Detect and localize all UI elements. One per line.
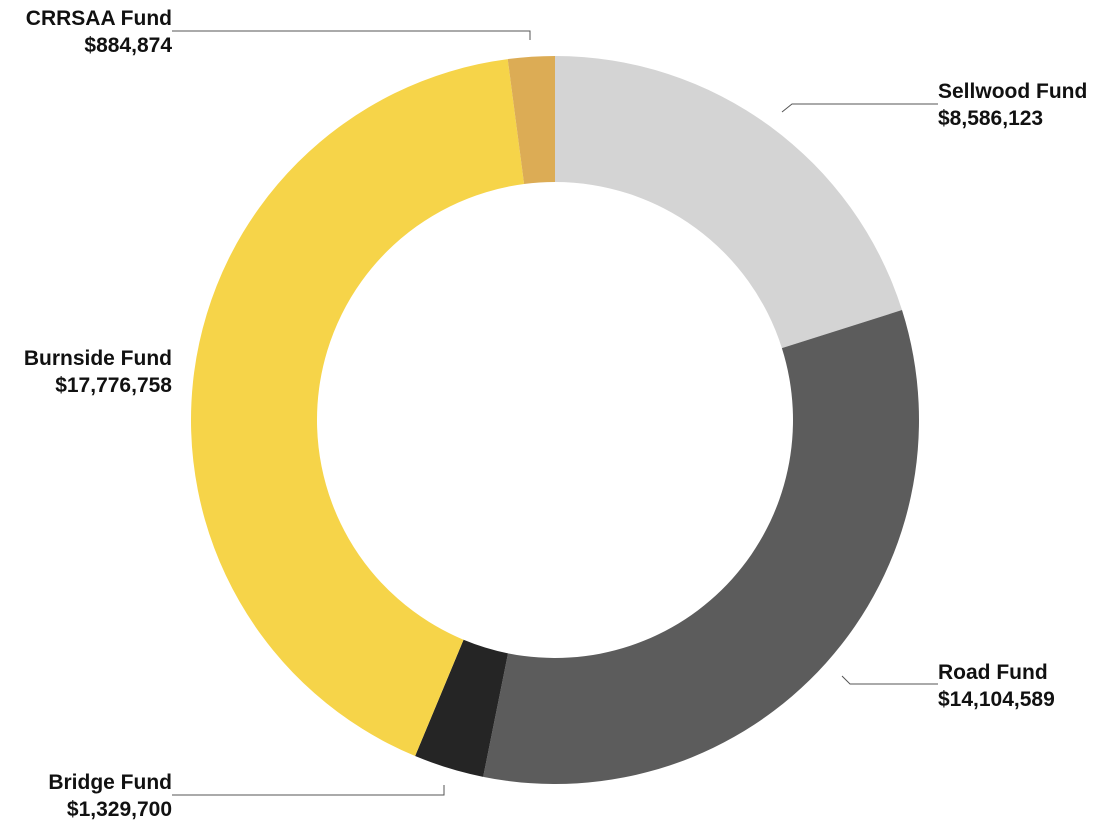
label-name-sellwood-fund: Sellwood Fund bbox=[938, 80, 1087, 103]
label-name-road-fund: Road Fund bbox=[938, 661, 1048, 684]
label-name-bridge-fund: Bridge Fund bbox=[48, 771, 172, 794]
slice-labels: Sellwood Fund $8,586,123 Road Fund $14,104,… bbox=[24, 7, 1088, 821]
label-value-road-fund: $14,104,589 bbox=[938, 688, 1055, 711]
label-name-burnside-fund: Burnside Fund bbox=[24, 347, 172, 370]
label-value-sellwood-fund: $8,586,123 bbox=[938, 107, 1043, 130]
label-name-crrsaa-fund: CRRSAA Fund bbox=[26, 7, 172, 30]
slice-burnside-fund bbox=[190, 59, 525, 757]
leader-line-crrsaa-fund bbox=[172, 30, 531, 40]
leader-line-sellwood-fund bbox=[781, 103, 938, 113]
donut-slices bbox=[190, 56, 920, 785]
slice-crrsaa-fund bbox=[507, 56, 555, 185]
slice-bridge-fund bbox=[415, 639, 509, 777]
leader-line-bridge-fund bbox=[172, 785, 445, 796]
slice-sellwood-fund bbox=[555, 56, 902, 349]
label-value-bridge-fund: $1,329,700 bbox=[67, 798, 172, 821]
leader-lines bbox=[172, 30, 938, 796]
label-value-crrsaa-fund: $884,874 bbox=[84, 34, 172, 57]
slice-road-fund bbox=[483, 310, 920, 785]
leader-line-road-fund bbox=[841, 675, 938, 685]
label-value-burnside-fund: $17,776,758 bbox=[55, 374, 172, 397]
